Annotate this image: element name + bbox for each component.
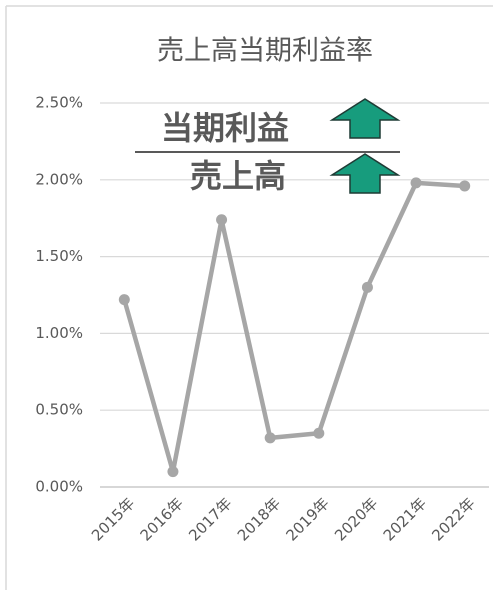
y-tick-label: 0.00% — [35, 478, 83, 496]
annotation-numerator: 当期利益 — [161, 109, 289, 147]
annotation-denominator: 売上高 — [190, 157, 286, 195]
x-tick-label: 2020年 — [331, 494, 381, 544]
data-point — [361, 281, 373, 293]
data-point — [410, 177, 422, 189]
x-tick-label: 2016年 — [137, 494, 187, 544]
y-tick-label: 2.00% — [35, 170, 83, 188]
data-point — [167, 466, 179, 478]
data-point — [264, 432, 276, 444]
data-line — [122, 180, 465, 474]
up-arrow — [329, 153, 401, 194]
y-tick-label: 1.50% — [35, 247, 83, 265]
y-tick-label: 0.50% — [35, 401, 83, 419]
data-point — [313, 427, 325, 439]
data-point — [216, 214, 228, 226]
x-tick-label: 2019年 — [282, 494, 332, 544]
y-tick-label: 2.50% — [35, 94, 83, 112]
x-tick-label: 2015年 — [88, 494, 138, 544]
data-point — [459, 180, 471, 192]
data-point — [118, 294, 130, 306]
x-tick-label: 2017年 — [185, 494, 235, 544]
up-arrow — [329, 98, 401, 139]
x-tick-label: 2022年 — [428, 494, 478, 544]
x-tick-label: 2021年 — [380, 494, 430, 544]
x-tick-label: 2018年 — [234, 494, 284, 544]
y-tick-label: 1.00% — [35, 324, 83, 342]
chart-title: 売上高当期利益率 — [157, 36, 373, 67]
